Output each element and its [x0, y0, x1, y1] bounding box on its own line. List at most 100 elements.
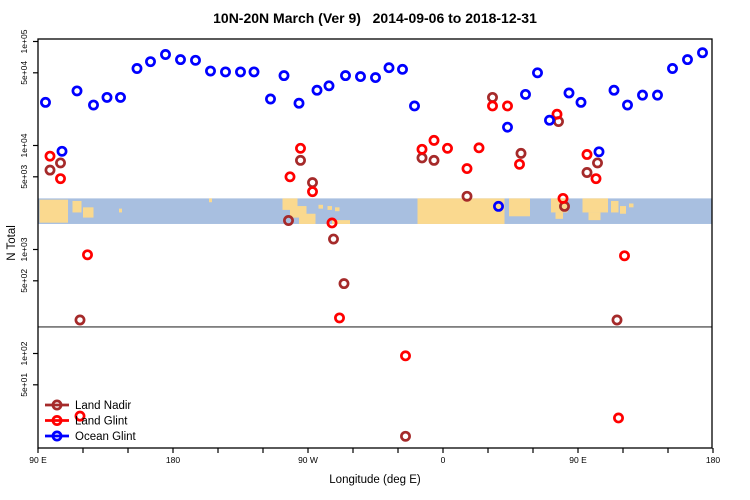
data-point-ocean-glint: [355, 71, 366, 83]
data-point-land-glint: [502, 100, 513, 112]
data-point-ocean-glint: [88, 99, 99, 111]
data-point-ocean-glint: [248, 66, 260, 78]
map-band-land-patch: [629, 203, 634, 208]
map-band-land-patch: [332, 220, 350, 224]
data-point-land-glint: [581, 149, 593, 160]
data-point-ocean-glint: [652, 89, 663, 101]
data-point-land-glint: [487, 100, 498, 112]
data-point-land-nadir: [328, 233, 339, 245]
data-point-land-glint: [551, 108, 563, 120]
data-point-ocean-glint: [71, 85, 83, 97]
map-band-land-patch: [282, 198, 298, 210]
map-band-land-patch: [588, 212, 601, 221]
data-point-land-glint: [473, 142, 485, 154]
map-band-land-patch: [620, 206, 626, 214]
data-point-land-glint: [307, 186, 318, 198]
data-point-land-glint: [400, 350, 411, 362]
data-point-ocean-glint: [383, 62, 395, 74]
y-tick-label: 5e+01: [19, 373, 29, 397]
data-point-ocean-glint: [409, 100, 420, 112]
y-tick-label: 1e+02: [19, 341, 29, 365]
data-point-ocean-glint: [278, 70, 290, 82]
map-band-land-patch: [299, 213, 316, 224]
y-tick-label: 1e+04: [19, 133, 29, 157]
plot-box: [37, 38, 713, 449]
map-band-land-patch: [417, 198, 505, 224]
map-band-ocean: [38, 198, 712, 224]
map-band-land-patch: [611, 200, 619, 213]
map-band-land-patch: [83, 207, 94, 218]
data-point-ocean-glint: [520, 88, 531, 100]
data-point-ocean-glint: [293, 97, 305, 109]
legend-swatch-marker: [51, 430, 63, 442]
y-axis-label: N Total: [6, 225, 18, 261]
y-tick-label: 5e+04: [19, 61, 29, 85]
data-point-land-nadir: [44, 164, 56, 176]
data-point-land-nadir: [338, 278, 350, 290]
data-point-ocean-glint: [397, 63, 408, 75]
data-point-land-nadir: [283, 215, 294, 226]
data-point-ocean-glint: [220, 66, 231, 78]
data-point-ocean-glint: [175, 54, 186, 66]
x-tick-label: 180: [706, 455, 720, 465]
data-point-ocean-glint: [608, 84, 620, 96]
data-point-ocean-glint: [40, 96, 51, 108]
data-point-land-nadir: [400, 430, 411, 442]
chart-title: 10N-20N March (Ver 9) 2014-09-06 to 2018…: [213, 10, 537, 26]
map-band-land-patch: [209, 198, 212, 203]
data-point-ocean-glint: [56, 145, 68, 157]
data-point-land-glint: [557, 192, 569, 204]
map-band-land-patch: [509, 198, 530, 217]
map-band-land-patch: [318, 204, 323, 209]
data-point-ocean-glint: [145, 56, 156, 68]
data-point-land-glint: [428, 134, 440, 146]
y-tick-label: 5e+03: [19, 165, 29, 189]
legend-label: Land Glint: [75, 416, 128, 428]
data-point-land-glint: [334, 312, 345, 324]
map-band-land-patch: [290, 206, 307, 218]
data-point-land-nadir: [581, 167, 593, 178]
data-point-land-nadir: [74, 314, 86, 326]
data-point-ocean-glint: [593, 146, 605, 158]
legend-swatch-marker: [51, 415, 63, 426]
data-point-ocean-glint: [682, 54, 693, 66]
data-point-ocean-glint: [502, 121, 513, 133]
map-band-land-patch: [39, 199, 68, 223]
data-point-land-glint: [442, 142, 453, 154]
legend-label: Land Nadir: [75, 400, 131, 412]
data-point-ocean-glint: [532, 67, 543, 79]
data-point-land-glint: [55, 173, 66, 185]
y-tick-label: 1e+05: [19, 29, 29, 53]
data-point-ocean-glint: [575, 96, 587, 108]
data-point-land-glint: [514, 158, 525, 170]
data-point-land-nadir: [461, 190, 473, 202]
data-point-land-glint: [284, 171, 296, 183]
data-point-ocean-glint: [160, 49, 171, 60]
data-point-land-nadir: [515, 147, 527, 159]
data-point-ocean-glint: [115, 91, 126, 103]
data-point-land-nadir: [487, 91, 498, 103]
data-point-ocean-glint: [667, 63, 678, 74]
data-point-ocean-glint: [265, 93, 276, 105]
data-point-land-glint: [619, 250, 630, 262]
data-point-ocean-glint: [101, 91, 113, 103]
data-point-land-glint: [295, 142, 306, 154]
x-axis-label: Longitude (deg E): [329, 474, 421, 486]
data-point-ocean-glint: [637, 89, 648, 101]
x-tick-label: 0: [441, 455, 446, 465]
map-band-land-patch: [555, 212, 563, 219]
data-point-land-glint: [44, 150, 56, 162]
map-band-land-patch: [582, 198, 608, 213]
data-point-land-glint: [74, 410, 86, 422]
data-point-ocean-glint: [544, 114, 555, 126]
data-point-land-glint: [461, 163, 473, 175]
x-tick-label: 90 E: [569, 455, 587, 465]
data-point-ocean-glint: [493, 200, 504, 212]
data-point-ocean-glint: [205, 65, 216, 77]
data-point-ocean-glint: [190, 54, 201, 66]
map-band-land-patch: [72, 200, 82, 213]
data-point-land-nadir: [416, 152, 428, 164]
data-point-ocean-glint: [622, 99, 633, 111]
data-point-land-nadir: [428, 154, 440, 166]
